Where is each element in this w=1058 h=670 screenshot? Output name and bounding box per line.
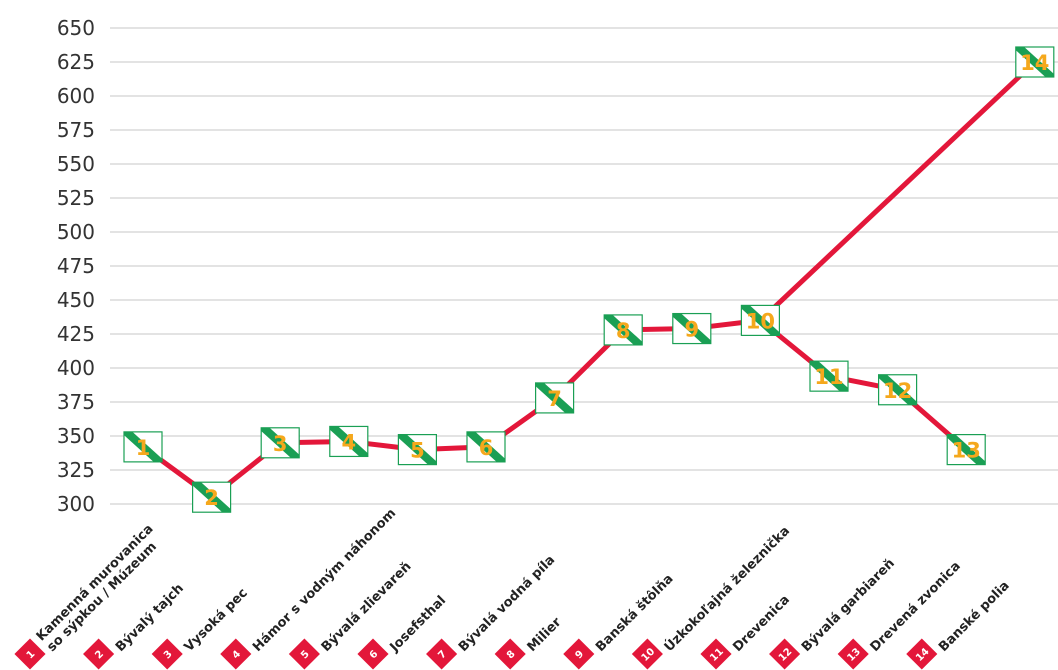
grid-lines bbox=[110, 27, 1058, 505]
data-point-label: 8 bbox=[616, 319, 631, 343]
category-label-line: Úzkokoľajná železnička bbox=[661, 523, 793, 655]
data-point-marker: 3 bbox=[260, 427, 300, 459]
data-point-marker: 14 bbox=[1015, 46, 1055, 78]
y-tick-label: 375 bbox=[57, 390, 95, 414]
marker-stripe bbox=[741, 305, 780, 336]
data-point-marker: 13 bbox=[946, 434, 986, 466]
y-tick-label: 500 bbox=[57, 220, 95, 244]
data-point-marker: 10 bbox=[740, 304, 781, 336]
marker-stripe bbox=[329, 426, 368, 457]
marker-stripe bbox=[878, 374, 917, 405]
data-point-marker: 6 bbox=[466, 431, 506, 463]
marker-stripe bbox=[398, 434, 437, 465]
y-tick-label: 575 bbox=[57, 118, 95, 142]
marker-stripe bbox=[672, 313, 711, 344]
series-line-segment bbox=[757, 59, 1038, 323]
data-point-marker: 4 bbox=[329, 425, 369, 458]
category-label-line: Banské polia bbox=[936, 578, 1013, 655]
marker-stripe bbox=[1015, 47, 1054, 77]
data-point-marker: 11 bbox=[809, 360, 849, 392]
category-label-text: Banské polia bbox=[936, 578, 1013, 655]
marker-stripe bbox=[810, 361, 848, 392]
y-tick-label: 425 bbox=[57, 322, 95, 346]
data-point-label: 4 bbox=[341, 430, 356, 454]
marker-stripe bbox=[192, 482, 231, 513]
category-label-text: Milier bbox=[525, 615, 565, 655]
data-point-label: 1 bbox=[136, 436, 151, 460]
marker-stripe bbox=[535, 382, 574, 413]
marker-stripe bbox=[947, 434, 986, 465]
y-tick-label: 350 bbox=[57, 424, 95, 448]
y-tick-label: 475 bbox=[57, 254, 95, 278]
data-point-label: 10 bbox=[746, 309, 775, 333]
y-tick-label: 550 bbox=[57, 152, 95, 176]
data-point-label: 2 bbox=[204, 486, 219, 510]
marker-stripe bbox=[261, 427, 300, 458]
data-point-marker: 5 bbox=[397, 434, 437, 466]
y-tick-label: 450 bbox=[57, 288, 95, 312]
data-point-marker: 9 bbox=[672, 312, 712, 345]
marker-stripe bbox=[604, 314, 643, 345]
y-tick-label: 300 bbox=[57, 492, 95, 516]
category-label-text: Bývalý tajch bbox=[113, 581, 187, 655]
data-point-label: 13 bbox=[952, 439, 981, 463]
y-tick-label: 325 bbox=[57, 458, 95, 482]
category-label-line: Milier bbox=[525, 615, 565, 655]
data-point-label: 5 bbox=[410, 439, 425, 463]
y-tick-label: 625 bbox=[57, 50, 95, 74]
data-point-marker: 8 bbox=[603, 314, 643, 346]
data-point-marker: 12 bbox=[877, 374, 918, 406]
y-axis-ticks: 300 325 350 375 400 425 450 475 500 525 550 575 600 6… bbox=[57, 16, 95, 516]
data-point-label: 11 bbox=[814, 365, 843, 389]
y-tick-label: 650 bbox=[57, 16, 95, 40]
y-tick-label: 525 bbox=[57, 186, 95, 210]
y-tick-label: 400 bbox=[57, 356, 95, 380]
data-point-label: 14 bbox=[1020, 51, 1049, 75]
y-tick-label: 600 bbox=[57, 84, 95, 108]
marker-stripe bbox=[467, 431, 505, 462]
category-label-line: Hámor s vodným náhonom bbox=[250, 506, 399, 655]
category-label-line: Bývalý tajch bbox=[113, 581, 187, 655]
data-point-marker: 7 bbox=[534, 382, 575, 414]
data-point-marker: 2 bbox=[192, 481, 232, 513]
data-point-label: 6 bbox=[479, 436, 494, 460]
category-label-text: Úzkokoľajná železnička bbox=[661, 523, 793, 655]
data-point-label: 12 bbox=[883, 379, 912, 403]
category-label-text: Hámor s vodným náhonom bbox=[250, 506, 399, 655]
data-point-label: 7 bbox=[547, 387, 562, 411]
data-point-marker: 1 bbox=[123, 431, 163, 463]
data-point-label: 3 bbox=[273, 432, 288, 456]
category-label-line: so sýpkou / Múzeum bbox=[44, 539, 160, 655]
data-point-label: 9 bbox=[684, 318, 699, 342]
marker-stripe bbox=[124, 431, 162, 462]
